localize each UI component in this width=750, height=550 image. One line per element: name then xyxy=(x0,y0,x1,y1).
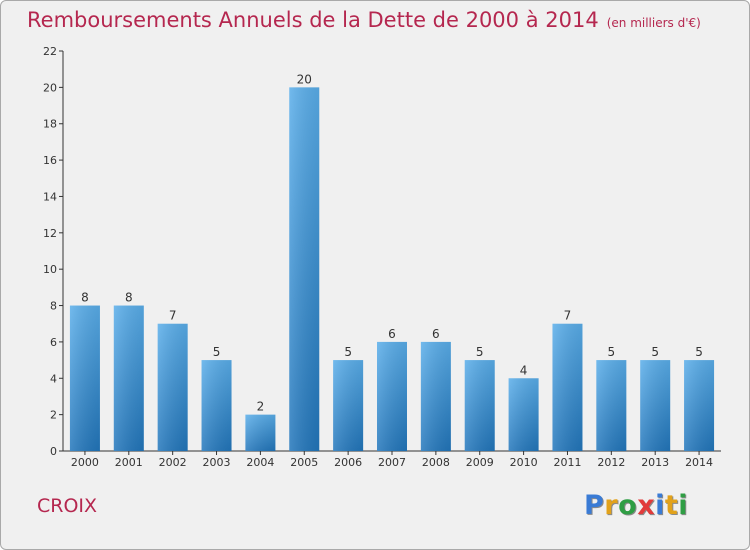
bar-shade xyxy=(69,305,100,451)
logo-letter: P xyxy=(584,490,605,521)
y-tick-label: 22 xyxy=(43,45,57,58)
chart-title-row: Remboursements Annuels de la Dette de 20… xyxy=(27,8,701,32)
x-tick-label: 2013 xyxy=(641,456,669,469)
x-tick-label: 2008 xyxy=(422,456,450,469)
bar-shade xyxy=(508,378,539,451)
data-label: 5 xyxy=(476,345,484,359)
y-tick-label: 0 xyxy=(50,445,57,458)
y-tick-label: 10 xyxy=(43,263,57,276)
data-label: 20 xyxy=(297,72,312,86)
logo-letter: x xyxy=(637,490,656,521)
data-label: 2 xyxy=(257,400,265,414)
x-tick-label: 2004 xyxy=(246,456,274,469)
x-tick-label: 2001 xyxy=(115,456,143,469)
y-tick-label: 20 xyxy=(43,81,57,94)
data-label: 5 xyxy=(695,345,703,359)
y-tick-label: 18 xyxy=(43,118,57,131)
x-tick-label: 2010 xyxy=(510,456,538,469)
commune-name: CROIX xyxy=(37,495,98,517)
x-tick-label: 2005 xyxy=(290,456,318,469)
x-tick-label: 2007 xyxy=(378,456,406,469)
logo-letter: i xyxy=(655,490,665,521)
bar-shade xyxy=(333,360,364,451)
x-tick-label: 2002 xyxy=(159,456,187,469)
data-label: 8 xyxy=(81,291,89,305)
data-label: 7 xyxy=(169,309,177,323)
x-tick-label: 2000 xyxy=(71,456,99,469)
data-label: 4 xyxy=(520,363,528,377)
bar-shade xyxy=(157,323,188,451)
proxiti-logo[interactable]: Proxiti xyxy=(584,490,688,521)
y-tick-label: 14 xyxy=(43,190,57,203)
bar-shade xyxy=(464,360,495,451)
y-tick-label: 8 xyxy=(50,300,57,313)
x-tick-label: 2009 xyxy=(466,456,494,469)
data-label: 5 xyxy=(344,345,352,359)
data-label: 6 xyxy=(388,327,396,341)
data-label: 7 xyxy=(564,309,572,323)
data-label: 5 xyxy=(608,345,616,359)
bar-shade xyxy=(684,360,715,451)
bar-shade xyxy=(420,341,451,451)
x-tick-label: 2011 xyxy=(553,456,581,469)
logo-letter: o xyxy=(618,490,638,521)
bar-shade xyxy=(245,414,276,451)
y-tick-label: 6 xyxy=(50,336,57,349)
bar-shade xyxy=(289,87,320,451)
logo-letter: t xyxy=(664,490,679,521)
data-label: 8 xyxy=(125,291,133,305)
logo-letter: r xyxy=(604,490,619,521)
x-tick-label: 2003 xyxy=(203,456,231,469)
data-label: 5 xyxy=(651,345,659,359)
y-tick-label: 16 xyxy=(43,154,57,167)
bar-shade xyxy=(377,341,407,451)
bar-shade xyxy=(640,360,671,451)
bar-shade xyxy=(552,323,583,451)
x-tick-label: 2012 xyxy=(597,456,625,469)
chart-title: Remboursements Annuels de la Dette de 20… xyxy=(27,8,599,32)
x-tick-label: 2014 xyxy=(685,456,713,469)
chart-subtitle: (en milliers d'€) xyxy=(606,16,701,30)
y-tick-label: 12 xyxy=(43,227,57,240)
data-label: 6 xyxy=(432,327,440,341)
logo-letter: i xyxy=(678,490,689,521)
y-tick-label: 2 xyxy=(50,409,57,422)
bar-shade xyxy=(201,360,232,451)
y-tick-label: 4 xyxy=(50,372,57,385)
x-tick-label: 2006 xyxy=(334,456,362,469)
bar-shade xyxy=(113,305,144,451)
data-label: 5 xyxy=(213,345,221,359)
bar-shade xyxy=(596,360,627,451)
